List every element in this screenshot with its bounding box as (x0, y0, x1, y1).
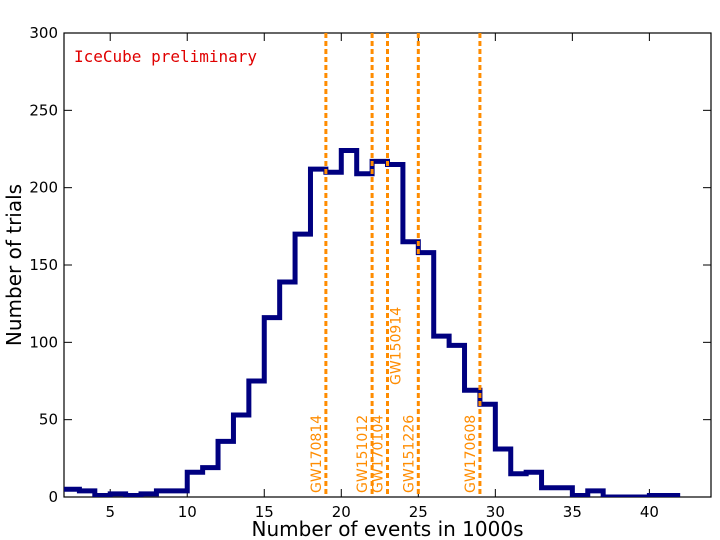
x-tick-label: 10 (178, 503, 197, 521)
x-axis-label: Number of events in 1000s (252, 517, 524, 540)
histogram-outline (64, 148, 681, 497)
x-tick-label: 30 (486, 503, 505, 521)
event-marker-label: GW170814 (309, 415, 325, 493)
x-tick-label: 35 (563, 503, 582, 521)
y-axis-label: Number of trials (2, 184, 26, 346)
y-tick-label: 250 (29, 101, 58, 119)
histogram-series (64, 148, 681, 497)
y-tick-label: 50 (39, 411, 58, 429)
x-tick-label: 20 (332, 503, 351, 521)
x-tick-label: 15 (255, 503, 274, 521)
y-tick-label: 150 (29, 256, 58, 274)
x-tick-label: 25 (409, 503, 428, 521)
y-tick-label: 0 (48, 488, 58, 506)
x-tick-label: 5 (105, 503, 115, 521)
annotation-text: IceCube preliminary (74, 47, 257, 66)
y-tick-label: 200 (29, 179, 58, 197)
event-marker-label: GW150914 (389, 307, 405, 385)
event-marker-label: GW151012 (355, 415, 371, 493)
y-tick-label: 300 (29, 24, 58, 42)
x-tick-label: 40 (640, 503, 659, 521)
y-tick-label: 100 (29, 333, 58, 351)
event-marker-label: GW151226 (401, 415, 417, 493)
event-marker-label: GW170608 (463, 415, 479, 493)
event-marker-label: GW170104 (371, 415, 387, 493)
